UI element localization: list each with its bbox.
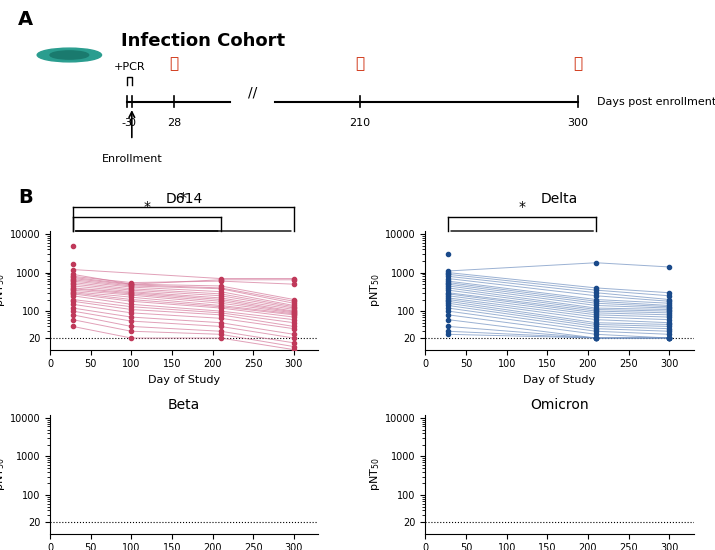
Text: A: A <box>18 9 33 29</box>
Text: 🩸: 🩸 <box>169 56 179 71</box>
Text: 28: 28 <box>167 118 182 128</box>
X-axis label: Day of Study: Day of Study <box>148 375 220 385</box>
Text: *: * <box>143 200 150 214</box>
Circle shape <box>50 51 89 59</box>
Text: 🩸: 🩸 <box>573 56 582 71</box>
Text: *: * <box>179 191 187 205</box>
Circle shape <box>37 48 102 62</box>
Y-axis label: pNT$_{50}$: pNT$_{50}$ <box>368 458 383 491</box>
Text: 🩸: 🩸 <box>355 56 365 71</box>
Y-axis label: pNT$_{50}$: pNT$_{50}$ <box>0 273 7 307</box>
Text: -3: -3 <box>122 118 133 128</box>
Text: Days post enrollment: Days post enrollment <box>597 97 715 107</box>
Text: 0: 0 <box>128 118 135 128</box>
Title: Delta: Delta <box>541 192 578 206</box>
Text: Enrollment: Enrollment <box>102 154 162 164</box>
Y-axis label: pNT$_{50}$: pNT$_{50}$ <box>0 458 7 491</box>
Text: 210: 210 <box>350 118 370 128</box>
Y-axis label: pNT$_{50}$: pNT$_{50}$ <box>368 273 383 307</box>
Title: D614: D614 <box>165 192 203 206</box>
Title: Omicron: Omicron <box>531 398 588 412</box>
Text: Infection Cohort: Infection Cohort <box>121 32 285 50</box>
Title: Beta: Beta <box>168 398 200 412</box>
Text: *: * <box>518 200 526 214</box>
Text: 300: 300 <box>567 118 588 128</box>
X-axis label: Day of Study: Day of Study <box>523 375 596 385</box>
Text: +PCR: +PCR <box>114 62 145 72</box>
Text: B: B <box>18 188 33 207</box>
Text: //: // <box>248 85 257 99</box>
